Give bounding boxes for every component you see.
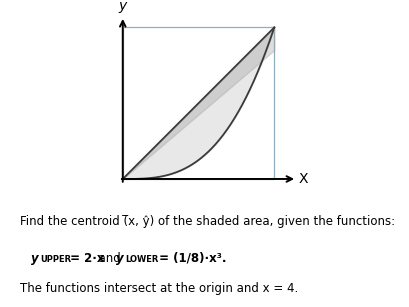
Text: The functions intersect at the origin and x = 4.: The functions intersect at the origin an…	[20, 282, 298, 295]
Text: UPPER: UPPER	[40, 255, 71, 264]
Text: Find the centroid (̅x, ŷ) of the shaded area, given the functions:: Find the centroid (̅x, ŷ) of the shaded …	[20, 215, 395, 228]
Text: X: X	[298, 172, 308, 186]
Text: y: y	[116, 252, 124, 265]
Text: and: and	[91, 252, 128, 265]
Text: y: y	[31, 252, 38, 265]
Text: y: y	[118, 0, 126, 13]
Text: LOWER: LOWER	[125, 255, 158, 264]
Text: = 2·x: = 2·x	[65, 252, 104, 265]
Text: = (1/8)·x³.: = (1/8)·x³.	[154, 252, 225, 265]
